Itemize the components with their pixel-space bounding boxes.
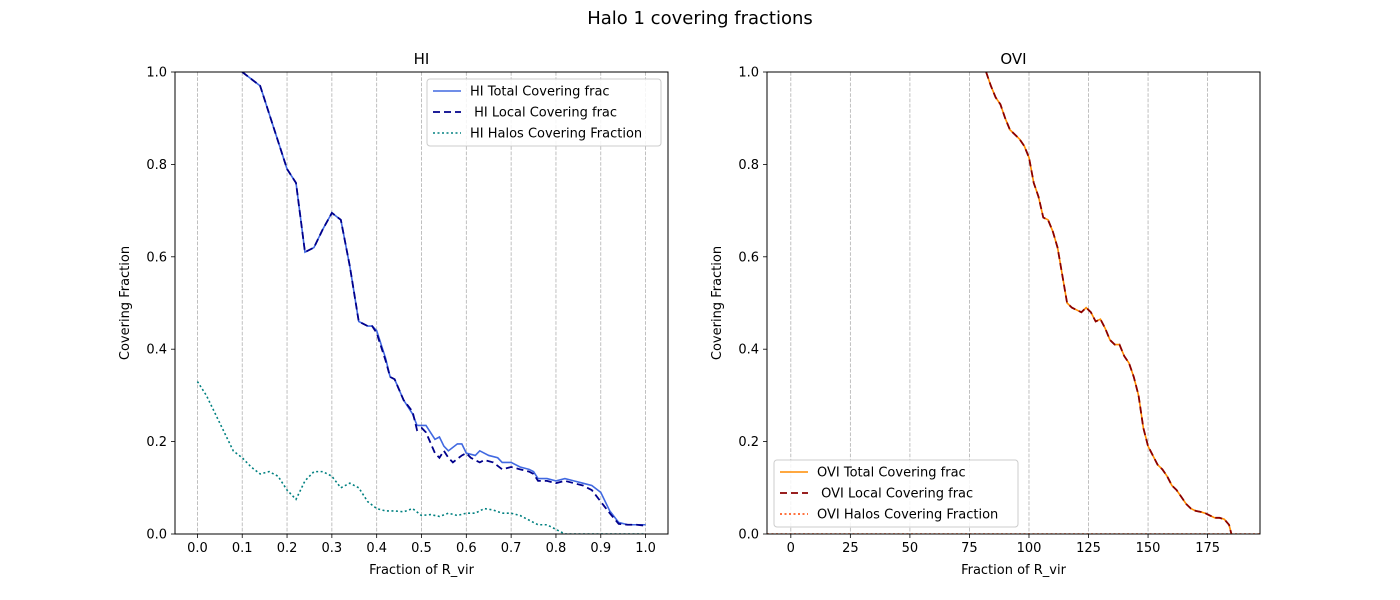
chart-0-x-tick-label: 0.6 — [456, 541, 477, 556]
chart-0-legend-label: HI Total Covering frac — [470, 85, 610, 100]
chart-0-series-0-line — [241, 72, 646, 526]
chart-0-legend-label: HI Local Covering frac — [470, 106, 617, 121]
chart-1-legend-label: OVI Local Covering frac — [817, 487, 973, 502]
chart-0-x-tick-label: 0.7 — [501, 541, 522, 556]
chart-0-y-tick-label: 0.0 — [146, 528, 167, 543]
chart-1-legend: OVI Total Covering frac OVI Local Coveri… — [773, 459, 1019, 528]
chart-0-y-axis-label: Covering Fraction — [118, 246, 133, 360]
chart-1-y-axis-label: Covering Fraction — [710, 246, 725, 360]
chart-1-x-tick-label: 25 — [842, 541, 859, 556]
chart-1-x-axis-label: Fraction of R_vir — [961, 563, 1067, 578]
chart-1-y-tick-label: 0.2 — [738, 435, 759, 450]
chart-1-x-tick-label: 50 — [902, 541, 919, 556]
chart-0-y-tick-label: 0.6 — [146, 250, 167, 265]
chart-1-y-tick-label: 0.6 — [738, 250, 759, 265]
chart-0-x-tick-label: 0.8 — [546, 541, 567, 556]
figure-title: Halo 1 covering fractions — [587, 8, 813, 29]
chart-0-legend: HI Total Covering frac HI Local Covering… — [426, 78, 662, 147]
chart-0-x-tick-label: 0.4 — [366, 541, 387, 556]
chart-1-legend-box — [773, 459, 1019, 528]
chart-1-x-tick-label: 125 — [1076, 541, 1101, 556]
chart-1-plot: 0 25 50 75 100 125 150 175 0.0 0.2 0.4 0.6 0.8 1.0 OVI… — [710, 50, 1261, 578]
chart-0-y-tick-label: 0.2 — [146, 435, 167, 450]
chart-0-y-tick-label: 0.8 — [146, 158, 167, 173]
chart-0-title: HI — [414, 50, 430, 68]
chart-1-x-tick-label: 175 — [1195, 541, 1220, 556]
chart-1-series-0-line — [985, 72, 1233, 534]
chart-0-x-tick-label: 1.0 — [635, 541, 656, 556]
chart-1-legend-label: OVI Halos Covering Fraction — [817, 508, 998, 523]
chart-0-series-1-line — [241, 72, 646, 527]
chart-1-x-tick-label: 150 — [1136, 541, 1161, 556]
chart-1-x-tick-label: 0 — [787, 541, 795, 556]
chart-0-x-axis-label: Fraction of R_vir — [369, 563, 475, 578]
chart-1-axes-frame — [766, 71, 1261, 535]
chart-1-y-tick-label: 0.8 — [738, 158, 759, 173]
chart-1-title: OVI — [1000, 50, 1026, 68]
chart-1-y-tick-label: 0.4 — [738, 343, 759, 358]
chart-1-series-1-line — [985, 72, 1233, 534]
chart-0-plot: 0.0 0.1 0.2 0.3 0.4 0.5 0.6 0.7 0.8 0.9 1.0 0.0 0.2 0… — [118, 50, 669, 578]
chart-0-x-tick-label: 0.9 — [590, 541, 611, 556]
chart-1-y-tick-label: 1.0 — [738, 66, 759, 81]
chart-1-x-tick-label: 75 — [961, 541, 978, 556]
chart-1-y-tick-label: 0.0 — [738, 528, 759, 543]
chart-0-x-tick-label: 0.5 — [411, 541, 432, 556]
chart-0-y-tick-label: 0.4 — [146, 343, 167, 358]
chart-0-x-tick-label: 0.0 — [187, 541, 208, 556]
chart-1-x-tick-label: 100 — [1017, 541, 1042, 556]
chart-0-legend-label: HI Halos Covering Fraction — [470, 127, 642, 142]
chart-0-x-tick-label: 0.3 — [322, 541, 343, 556]
chart-0-legend-box — [426, 78, 662, 147]
chart-1-legend-label: OVI Total Covering frac — [817, 466, 966, 481]
chart-0-series-2-line — [196, 381, 646, 534]
chart-0-x-tick-label: 0.1 — [232, 541, 253, 556]
chart-0-y-tick-label: 1.0 — [146, 66, 167, 81]
chart-0-x-tick-label: 0.2 — [277, 541, 298, 556]
